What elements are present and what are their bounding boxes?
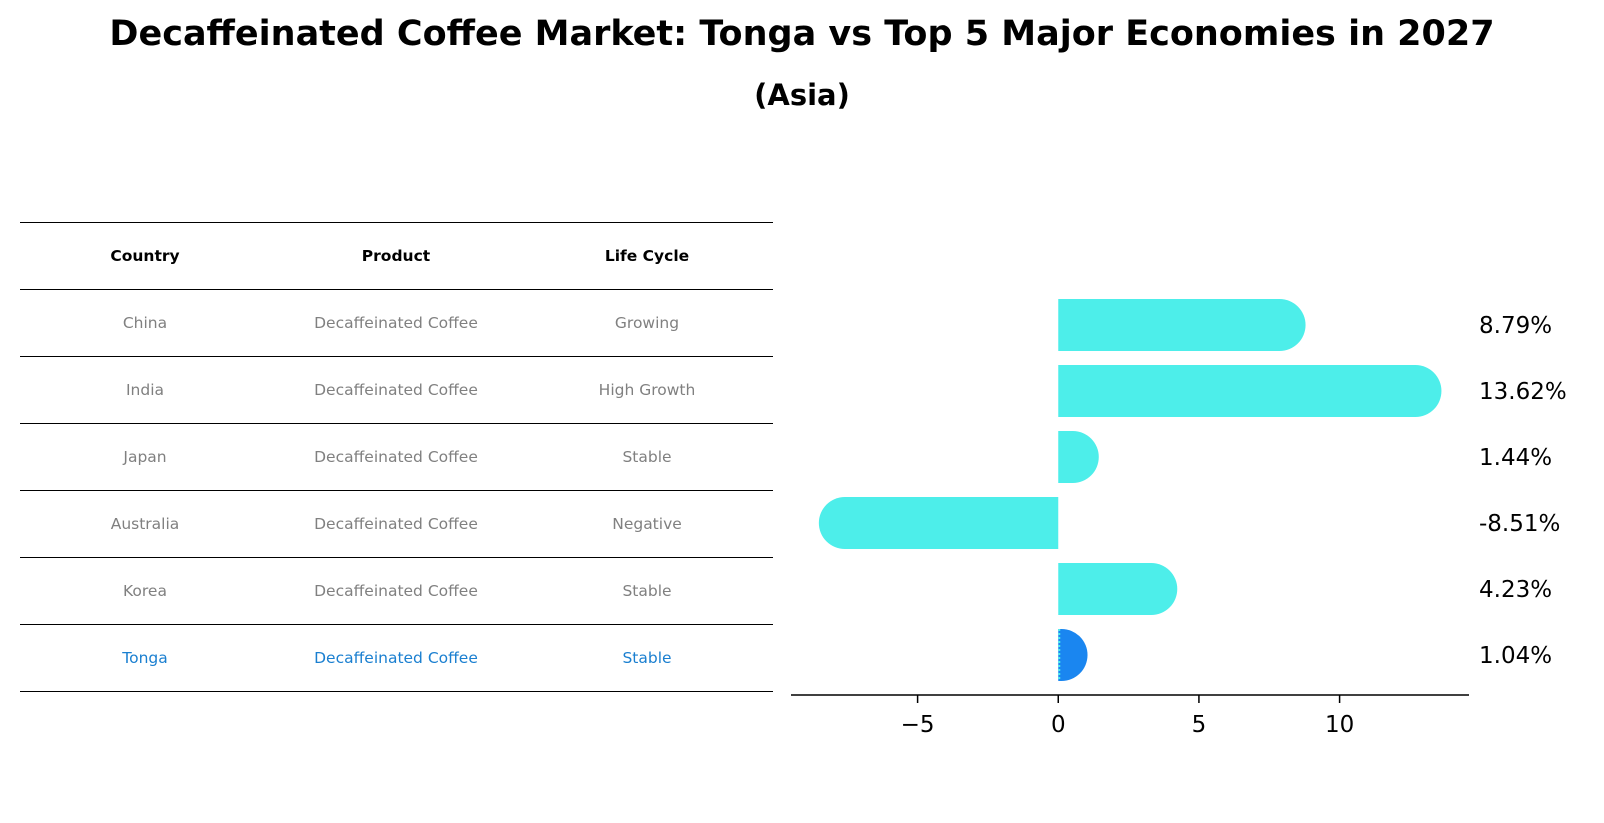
cell-life-cycle: High Growth [598,381,696,399]
cell-product: Decaffeinated Coffee [314,649,478,667]
cell-product: Decaffeinated Coffee [314,314,478,332]
table-row: India Decaffeinated Coffee High Growth [20,356,773,423]
x-tick-label: 0 [1051,712,1066,738]
table-header-row: Country Product Life Cycle [20,222,773,289]
header-product: Product [361,247,431,265]
table-row: Japan Decaffeinated Coffee Stable [20,423,773,490]
cell-country: India [125,381,165,399]
table-row: China Decaffeinated Coffee Growing [20,289,773,356]
cell-country: Australia [110,515,180,533]
value-label: 1.04% [1479,643,1552,669]
cell-country: Korea [123,582,167,600]
header-life-cycle: Life Cycle [604,247,690,265]
table-row: Australia Decaffeinated Coffee Negative [20,490,773,557]
value-label: -8.51% [1479,511,1560,537]
cell-life-cycle: Stable [622,448,672,466]
cell-product: Decaffeinated Coffee [314,582,478,600]
cell-country: China [122,314,168,332]
value-label: 1.44% [1479,445,1552,471]
value-label: 13.62% [1479,379,1567,405]
x-tick-label: 5 [1192,712,1207,738]
cell-life-cycle: Negative [612,515,682,533]
bar-highlighted [1058,629,1088,681]
bar [818,497,1059,549]
cell-life-cycle: Stable [622,582,672,600]
cell-product: Decaffeinated Coffee [314,515,478,533]
cell-product: Decaffeinated Coffee [314,448,478,466]
cell-life-cycle: Growing [614,314,680,332]
table-row-highlighted: Tonga Decaffeinated Coffee Stable [20,624,773,692]
chart-title: Decaffeinated Coffee Market: Tonga vs To… [109,14,1495,54]
bar [1058,365,1442,417]
value-label: 8.79% [1479,313,1552,339]
x-tick-label: 10 [1325,712,1354,738]
bar [1058,431,1099,483]
value-label: 4.23% [1479,577,1552,603]
cell-product: Decaffeinated Coffee [314,381,478,399]
table-row: Korea Decaffeinated Coffee Stable [20,557,773,624]
cell-country: Tonga [122,649,168,667]
cell-country: Japan [123,448,167,466]
header-country: Country [110,247,180,265]
x-tick-label: −5 [901,712,935,738]
cell-life-cycle: Stable [622,649,672,667]
bar [1058,563,1178,615]
data-table: Country Product Life Cycle China Decaffe… [20,222,773,692]
chart-subtitle: (Asia) [754,78,850,112]
bar [1058,299,1306,351]
